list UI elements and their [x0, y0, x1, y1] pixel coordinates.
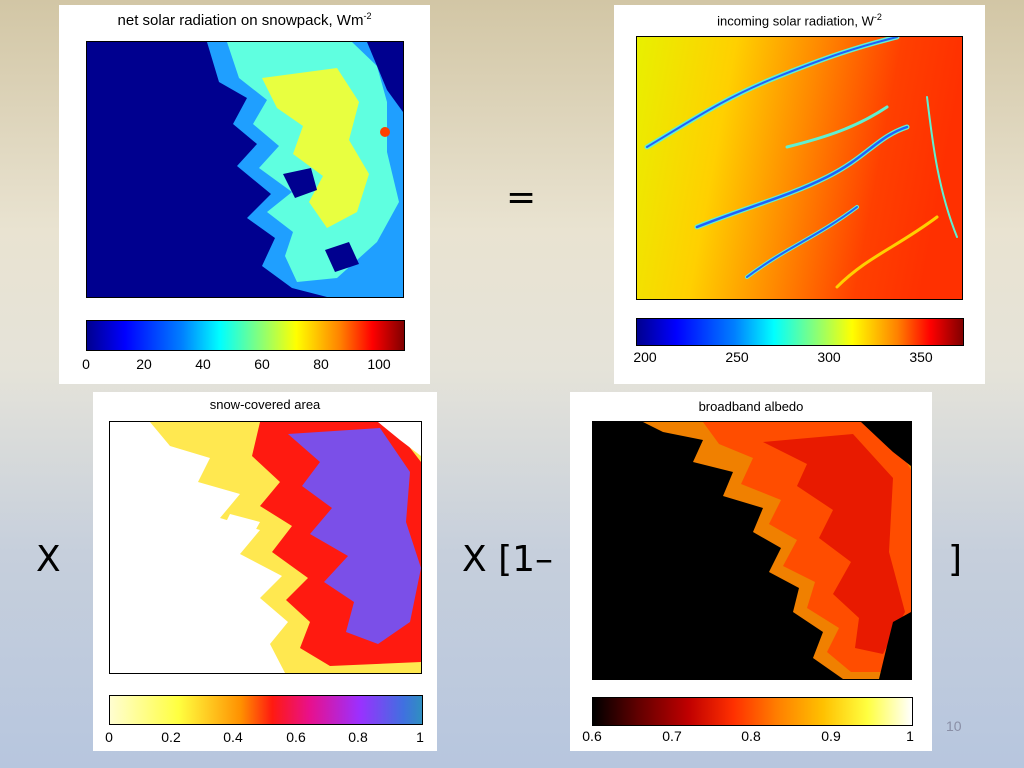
tick-label: 60 [254, 356, 270, 372]
albedo-title: broadband albedo [698, 399, 804, 414]
incoming-solar-map [636, 36, 963, 300]
tick-label: 0.7 [662, 728, 682, 744]
multiply-sign-left: X [36, 539, 61, 580]
sca-colorbar [109, 695, 423, 725]
equals-sign: = [506, 177, 537, 218]
tick-label: 1 [906, 728, 914, 744]
net-solar-colorbar [86, 320, 405, 351]
tick-label: 300 [817, 349, 841, 365]
map-patch-high [262, 68, 369, 228]
tick-label: 0.8 [348, 729, 368, 745]
net-solar-map [86, 41, 404, 298]
tick-label: 100 [367, 356, 391, 372]
sca-ticks: 0 0.2 0.4 0.6 0.8 1 [105, 729, 424, 749]
slide-page-number: 10 [946, 718, 962, 734]
broadband-albedo-panel: broadband albedo 0.6 0.7 0.8 0.9 1 [570, 392, 932, 751]
tick-label: 0.6 [286, 729, 306, 745]
tick-label: 0.2 [161, 729, 181, 745]
tick-label: 20 [136, 356, 152, 372]
tick-label: 0 [82, 356, 90, 372]
tick-label: 80 [313, 356, 329, 372]
tick-label: 40 [195, 356, 211, 372]
tick-label: 350 [909, 349, 933, 365]
multiply-one-minus: X [1– [462, 539, 554, 580]
snow-covered-area-panel: snow-covered area 0 0.2 0.4 0.6 0.8 1 [93, 392, 437, 751]
incoming-solar-colorbar [636, 318, 964, 346]
albedo-ticks: 0.6 0.7 0.8 0.9 1 [582, 728, 914, 748]
net-solar-ticks: 0 20 40 60 80 100 [82, 356, 403, 376]
map-patch-high [288, 428, 421, 644]
tick-label: 0.4 [223, 729, 243, 745]
map-white-gap [222, 422, 421, 540]
map-channels [644, 37, 958, 289]
map-background [637, 37, 962, 299]
map-notch-right [367, 42, 403, 112]
sca-title: snow-covered area [209, 397, 321, 412]
sca-map [109, 421, 422, 674]
incoming-solar-title: incoming solar radiation, W-2 [717, 12, 882, 29]
tick-label: 0.9 [821, 728, 841, 744]
tick-label: 0.6 [582, 728, 602, 744]
net-solar-title: net solar radiation on snowpack, Wm-2 [117, 11, 372, 29]
map-hotspot [380, 127, 390, 137]
albedo-map [592, 421, 912, 680]
map-dark-islands [283, 168, 359, 272]
map-dark-edge [739, 422, 911, 679]
albedo-colorbar [592, 697, 913, 726]
incoming-solar-ticks: 200 250 300 350 [633, 349, 962, 369]
tick-label: 200 [633, 349, 657, 365]
tick-label: 250 [725, 349, 749, 365]
incoming-solar-panel: incoming solar radiation, W-2 [614, 5, 985, 384]
net-solar-panel: net solar radiation on snowpack, Wm-2 0 … [59, 5, 430, 384]
tick-label: 0.8 [741, 728, 761, 744]
tick-label: 1 [416, 729, 424, 745]
closing-bracket: ] [948, 539, 963, 580]
map-patch-high [763, 434, 905, 654]
tick-label: 0 [105, 729, 113, 745]
